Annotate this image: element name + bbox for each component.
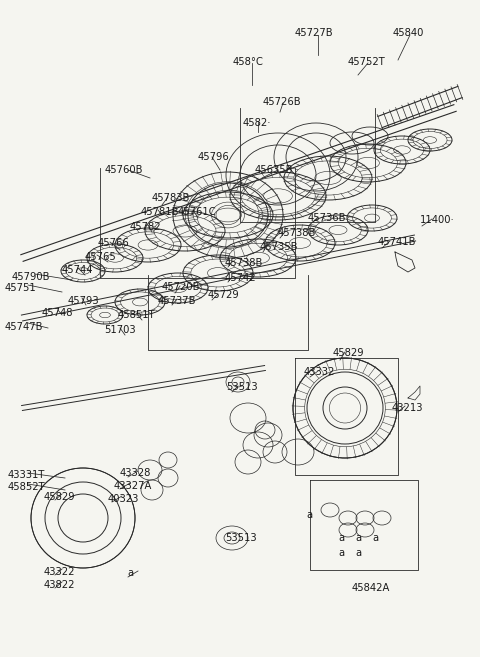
Text: 45635B: 45635B (255, 165, 293, 175)
Text: 45761C: 45761C (178, 207, 216, 217)
Text: 53513: 53513 (225, 533, 257, 543)
Text: 43322: 43322 (44, 567, 75, 577)
Text: 45729: 45729 (208, 290, 240, 300)
Text: 45783B: 45783B (152, 193, 191, 203)
Text: 45741B: 45741B (378, 237, 417, 247)
Text: 45726B: 45726B (263, 97, 301, 107)
Text: 45851T: 45851T (118, 310, 156, 320)
Text: 45752T: 45752T (348, 57, 386, 67)
Text: a: a (338, 533, 344, 543)
Text: 458°C: 458°C (233, 57, 264, 67)
Text: 45720B: 45720B (162, 282, 201, 292)
Text: 43332: 43332 (304, 367, 336, 377)
Text: 45727B: 45727B (295, 28, 334, 38)
Text: a: a (338, 548, 344, 558)
Text: 43213: 43213 (392, 403, 423, 413)
Text: 43328: 43328 (120, 468, 151, 478)
Text: 45842A: 45842A (352, 583, 390, 593)
Text: 53513: 53513 (226, 382, 258, 392)
Text: 45751: 45751 (5, 283, 37, 293)
Text: 45747B: 45747B (5, 322, 44, 332)
Text: 43331T: 43331T (8, 470, 46, 480)
Text: 51703: 51703 (104, 325, 136, 335)
Text: 45781B: 45781B (141, 207, 180, 217)
Text: 43822: 43822 (44, 580, 75, 590)
Text: 45735B: 45735B (260, 242, 299, 252)
Text: a: a (127, 568, 133, 578)
Text: 11400·: 11400· (420, 215, 455, 225)
Text: 45736B: 45736B (308, 213, 347, 223)
Text: 45738B: 45738B (278, 228, 316, 238)
Text: a: a (355, 533, 361, 543)
Text: 45737B: 45737B (158, 296, 196, 306)
Text: 45765: 45765 (85, 252, 117, 262)
Text: 45793: 45793 (68, 296, 100, 306)
Text: a: a (306, 510, 312, 520)
Text: 45744: 45744 (62, 265, 94, 275)
Text: 45738B: 45738B (225, 258, 264, 268)
Text: 45840: 45840 (393, 28, 424, 38)
Text: 45829: 45829 (333, 348, 365, 358)
Text: 45796: 45796 (198, 152, 230, 162)
Text: 45742: 45742 (225, 273, 257, 283)
Text: 45829: 45829 (44, 492, 76, 502)
Text: 45766: 45766 (98, 238, 130, 248)
Text: 45790B: 45790B (12, 272, 50, 282)
Text: 40323: 40323 (108, 494, 139, 504)
Text: a: a (355, 548, 361, 558)
Text: a: a (372, 533, 378, 543)
Text: 4582·: 4582· (243, 118, 272, 128)
Text: 45852T: 45852T (8, 482, 46, 492)
Text: 43327A: 43327A (114, 481, 152, 491)
Text: 45782: 45782 (130, 222, 162, 232)
Text: 45748: 45748 (42, 308, 73, 318)
Text: 45760B: 45760B (105, 165, 144, 175)
